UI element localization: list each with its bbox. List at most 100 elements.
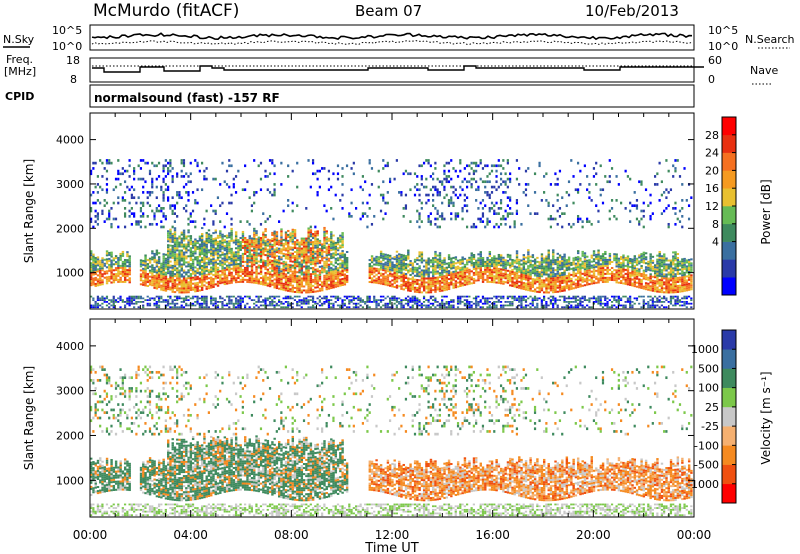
scatter-cell — [176, 249, 179, 252]
scatter-cell — [486, 220, 489, 223]
scatter-cell — [94, 302, 97, 305]
scatter-cell — [234, 233, 238, 236]
scatter-cell — [314, 236, 317, 239]
scatter-cell — [105, 282, 109, 285]
scatter-cell — [293, 278, 297, 281]
scatter-cell — [395, 260, 399, 263]
scatter-cell — [493, 261, 496, 264]
scatter-cell — [361, 301, 364, 303]
scatter-cell — [395, 270, 399, 273]
scatter-cell — [244, 274, 247, 277]
scatter-cell — [416, 287, 419, 290]
scatter-cell — [232, 304, 235, 307]
scatter-cell — [268, 253, 272, 256]
scatter-cell — [441, 287, 444, 290]
scatter-cell — [110, 265, 113, 268]
scatter-cell — [336, 299, 340, 302]
scatter-cell — [207, 285, 211, 288]
scatter-cell — [268, 304, 272, 307]
scatter-cell — [196, 295, 199, 298]
scatter-cell — [533, 288, 537, 291]
scatter-cell — [364, 212, 367, 215]
scatter-cell — [481, 280, 485, 283]
scatter-cell — [311, 270, 315, 273]
scatter-cell — [395, 301, 398, 303]
scatter-cell — [268, 261, 272, 264]
scatter-cell — [142, 279, 145, 282]
scatter-cell — [173, 261, 177, 264]
scatter-cell — [386, 302, 389, 305]
scatter-cell — [436, 280, 439, 283]
scatter-cell — [368, 299, 371, 302]
scatter-cell — [522, 297, 525, 300]
scatter-cell — [307, 249, 310, 252]
scatter-cell — [219, 248, 222, 251]
scatter-cell — [110, 225, 113, 229]
scatter-cell — [339, 244, 342, 247]
scatter-cell — [194, 248, 197, 251]
scatter-cell — [101, 161, 104, 165]
scatter-cell — [447, 199, 451, 202]
scatter-cell — [273, 191, 276, 194]
scatter-cell — [287, 247, 290, 250]
scatter-cell — [382, 159, 385, 162]
scatter-cell — [103, 297, 106, 300]
scatter-cell — [239, 262, 242, 265]
scatter-cell — [413, 278, 417, 281]
scatter-cell — [336, 295, 340, 298]
scatter-cell — [94, 256, 97, 259]
scatter-cell — [323, 167, 326, 170]
scatter-cell — [452, 191, 455, 194]
scatter-cell — [153, 252, 156, 255]
scatter-cell — [352, 172, 355, 176]
scatter-cell — [493, 209, 496, 213]
cpid-label: CPID — [5, 90, 34, 103]
scatter-cell — [452, 272, 455, 275]
scatter-cell — [536, 266, 539, 269]
scatter-cell — [533, 295, 537, 298]
scatter-cell — [302, 299, 306, 302]
scatter-cell — [307, 306, 310, 309]
scatter-cell — [318, 295, 321, 298]
scatter-cell — [296, 243, 299, 246]
scatter-cell — [427, 285, 430, 288]
scatter-cell — [302, 261, 306, 264]
scatter-cell — [160, 272, 163, 275]
scatter-cell — [334, 301, 337, 303]
scatter-cell — [486, 280, 489, 283]
scatter-cell — [203, 175, 206, 178]
scatter-cell — [135, 220, 138, 223]
scatter-cell — [187, 295, 190, 298]
scatter-cell — [316, 248, 319, 251]
scatter-cell — [450, 299, 453, 302]
scatter-cell — [167, 238, 170, 241]
scatter-cell — [205, 301, 208, 303]
scatter-cell — [151, 222, 154, 226]
scatter-cell — [153, 258, 156, 261]
scatter-cell — [499, 172, 503, 176]
scatter-cell — [305, 249, 308, 252]
scatter-cell — [422, 259, 426, 262]
scatter-cell — [332, 242, 335, 245]
scatter-cell — [386, 282, 390, 285]
scatter-cell — [280, 282, 283, 285]
scatter-cell — [300, 269, 304, 272]
scatter-cell — [506, 259, 510, 262]
scatter-cell — [556, 270, 559, 273]
scatter-cell — [160, 286, 163, 289]
scatter-cell — [334, 295, 337, 298]
scatter-cell — [255, 282, 258, 285]
scatter-cell — [112, 297, 115, 300]
scatter-cell — [377, 260, 381, 263]
scatter-cell — [497, 299, 500, 302]
scatter-cell — [228, 297, 231, 300]
scatter-cell — [409, 273, 412, 276]
scatter-cell — [391, 265, 394, 268]
scatter-cell — [434, 222, 437, 226]
scatter-cell — [144, 282, 147, 285]
scatter-cell — [198, 297, 201, 300]
scatter-cell — [160, 284, 163, 287]
scatter-cell — [445, 193, 448, 197]
scatter-cell — [160, 209, 163, 213]
scatter-cell — [291, 290, 294, 293]
